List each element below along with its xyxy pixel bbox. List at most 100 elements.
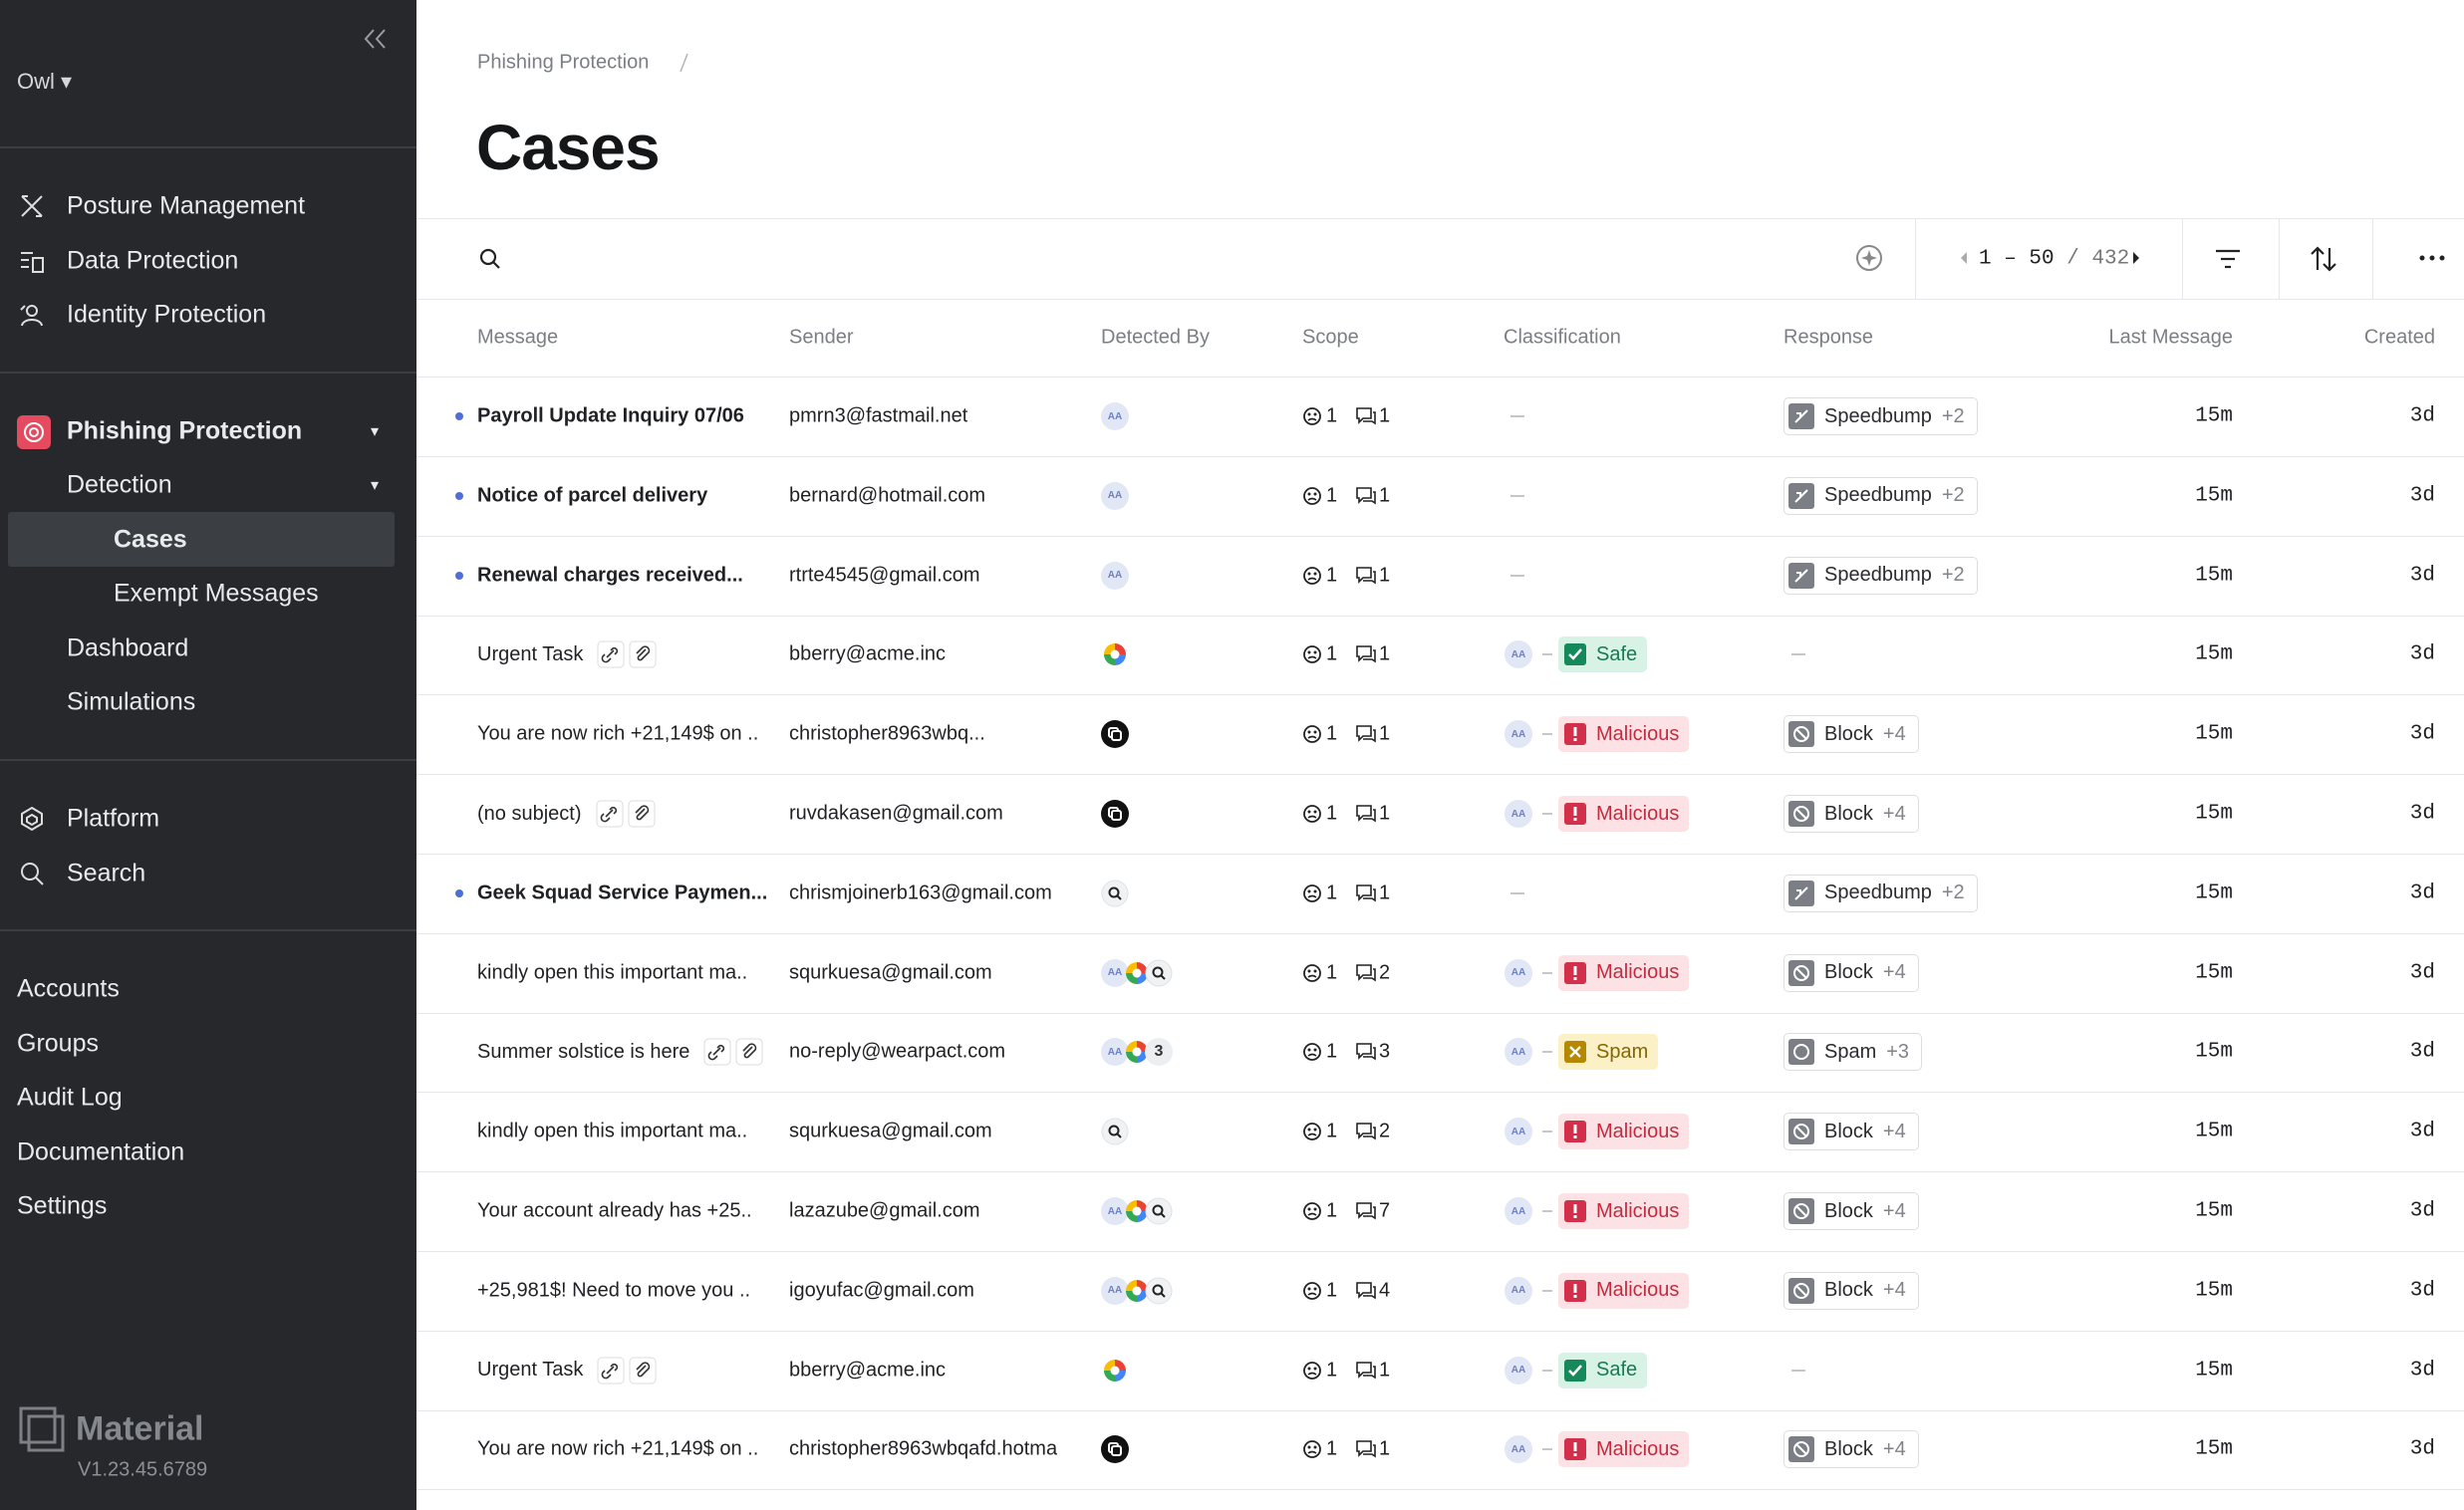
message-subject: Your account already has +25.. <box>477 1199 752 1222</box>
detector-icon <box>1123 1197 1151 1230</box>
nav-item[interactable]: Detection <box>67 470 172 499</box>
last-message: 15m <box>2195 961 2233 985</box>
nav-item[interactable]: Groups <box>17 1029 99 1057</box>
message-subject: You are now rich +21,149$ on .. <box>477 722 759 745</box>
response-badge[interactable]: Speedbump +2 <box>1783 556 1978 595</box>
more-icon[interactable] <box>2417 253 2447 263</box>
nav-item[interactable]: Posture Management <box>67 191 306 220</box>
next-page[interactable] <box>2131 250 2141 266</box>
filter-icon[interactable] <box>2214 247 2242 271</box>
nav-icon <box>19 806 45 837</box>
reviewer-avatar: AA <box>1505 1197 1532 1225</box>
response-more: +4 <box>1882 1437 1906 1460</box>
users-icon <box>1302 804 1322 829</box>
messages-icon <box>1355 1122 1377 1146</box>
sort-icon[interactable] <box>2309 245 2338 273</box>
response-badge[interactable]: Speedbump +2 <box>1783 476 1978 515</box>
table-row[interactable] <box>416 1331 2464 1410</box>
divider <box>0 372 416 374</box>
nav-item[interactable]: Phishing Protection <box>67 416 303 445</box>
dash <box>1542 1051 1552 1054</box>
users-count: 1 <box>1326 564 1338 587</box>
nav-item[interactable]: Identity Protection <box>67 300 267 329</box>
response-badge[interactable]: Block +4 <box>1783 1271 1919 1310</box>
column-header[interactable]: Sender <box>789 326 854 349</box>
column-header[interactable]: Last Message <box>2108 326 2233 349</box>
nav-icon <box>19 302 45 333</box>
column-header[interactable]: Scope <box>1302 326 1359 349</box>
page-total: / 432 <box>2066 247 2130 271</box>
breadcrumb-item[interactable]: Phishing Protection <box>477 51 650 74</box>
response-label: Block <box>1824 1279 1873 1302</box>
detector-icon <box>1123 1038 1151 1071</box>
response-badge[interactable]: Block +4 <box>1783 795 1919 833</box>
response-badge[interactable]: Spam +3 <box>1783 1033 1923 1072</box>
prev-page[interactable] <box>1959 250 1969 266</box>
messages-icon <box>1355 724 1377 749</box>
nav-item[interactable]: Data Protection <box>67 246 239 275</box>
reviewer-avatar: AA <box>1505 1118 1532 1146</box>
brand-logo <box>19 1406 65 1452</box>
collapse-icon[interactable] <box>363 28 389 50</box>
nav-item[interactable]: Accounts <box>17 974 120 1003</box>
nav-item[interactable]: Simulations <box>67 687 196 716</box>
response-label: Block <box>1824 961 1873 984</box>
nav-item[interactable]: Dashboard <box>67 633 189 662</box>
classification-badge: Safe <box>1558 1352 1648 1388</box>
divider <box>416 456 2464 457</box>
users-count: 1 <box>1326 1437 1338 1460</box>
add-filter-icon[interactable] <box>1855 244 1883 272</box>
divider <box>416 932 2464 934</box>
classification-badge: Malicious <box>1558 954 1690 991</box>
messages-count: 1 <box>1379 802 1391 825</box>
nav-item[interactable]: Platform <box>67 804 160 833</box>
search-icon[interactable] <box>478 247 502 271</box>
users-count: 1 <box>1326 881 1338 904</box>
nav-item[interactable]: Documentation <box>17 1137 185 1165</box>
workspace[interactable]: Owl ▾ <box>17 69 73 94</box>
nav-item[interactable]: Exempt Messages <box>114 579 319 608</box>
response-badge[interactable]: Block +4 <box>1783 953 1919 992</box>
detector-more: 3 <box>1145 1038 1173 1067</box>
breadcrumb[interactable]: Phishing Protection <box>477 52 649 75</box>
message: You are now rich +21,149$ on .. <box>477 723 758 746</box>
table-row[interactable] <box>416 774 2464 854</box>
users-count: 1 <box>1326 1199 1338 1222</box>
message-subject: Urgent Task <box>477 1359 584 1382</box>
response-more: +2 <box>1941 564 1965 587</box>
column-header[interactable]: Response <box>1783 326 1874 349</box>
sender: christopher8963wbqafd.hotma <box>789 1437 1058 1460</box>
messages-count: 3 <box>1379 1040 1391 1063</box>
column-header[interactable]: Created <box>2363 326 2435 349</box>
nav-item[interactable]: Cases <box>114 525 187 554</box>
sender: bernard@hotmail.com <box>789 484 986 507</box>
response-badge[interactable]: Block +4 <box>1783 1192 1919 1230</box>
active-highlight <box>8 512 395 567</box>
divider <box>416 1012 2464 1014</box>
nav-item[interactable]: Audit Log <box>17 1083 123 1112</box>
response-badge[interactable]: Block +4 <box>1783 1113 1919 1151</box>
last-message: 15m <box>2195 1199 2233 1223</box>
table-row[interactable] <box>416 456 2464 536</box>
workspace-name: Owl <box>17 69 55 94</box>
table-row[interactable] <box>416 615 2464 694</box>
response-badge[interactable]: Speedbump +2 <box>1783 397 1978 435</box>
response-badge[interactable]: Block +4 <box>1783 1430 1919 1469</box>
detector-icon <box>1145 1277 1173 1310</box>
users-count: 1 <box>1326 1120 1338 1142</box>
nav-item[interactable]: Settings <box>17 1191 108 1220</box>
response-more: +4 <box>1882 1279 1906 1302</box>
messages-icon <box>1355 644 1377 669</box>
column-header[interactable]: Classification <box>1504 326 1621 349</box>
message: Urgent Task <box>477 1357 657 1384</box>
created: 3d <box>2409 722 2435 746</box>
messages-icon <box>1355 486 1377 511</box>
nav-item[interactable]: Search <box>67 859 146 887</box>
message: (no subject) <box>477 800 656 828</box>
last-message: 15m <box>2195 1120 2233 1143</box>
column-header[interactable]: Message <box>477 326 559 349</box>
response-badge[interactable]: Speedbump +2 <box>1783 874 1978 912</box>
column-header[interactable]: Detected By <box>1101 326 1210 349</box>
response-badge[interactable]: Block +4 <box>1783 715 1919 754</box>
